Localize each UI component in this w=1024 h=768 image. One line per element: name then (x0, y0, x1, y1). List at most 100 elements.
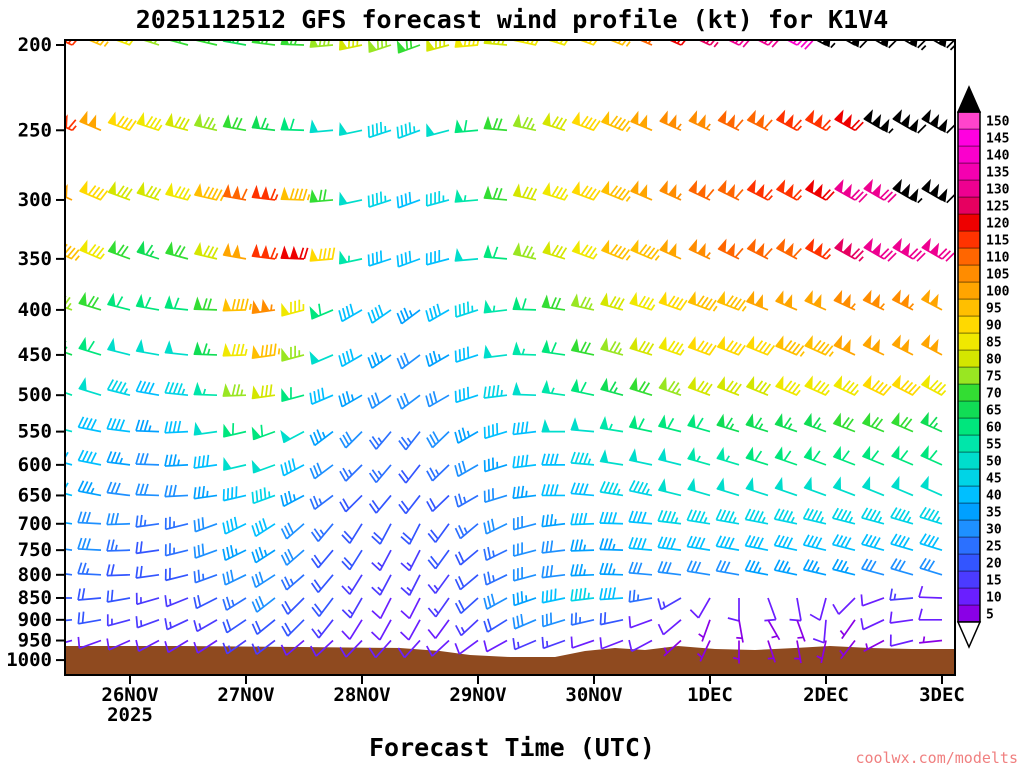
wind-barb (875, 41, 897, 49)
barb-full (516, 422, 520, 435)
barb-full (516, 486, 520, 498)
wind-barb (251, 41, 276, 46)
wind-barb (66, 183, 73, 201)
wind-barb (716, 477, 740, 497)
wind-barb (657, 414, 682, 433)
barb-full (894, 534, 902, 546)
wind-barb (541, 379, 566, 397)
y-tick-label: 1000 (6, 649, 52, 671)
barb-full (946, 41, 954, 49)
colorbar-band (957, 570, 981, 589)
barb-pennant (921, 237, 931, 252)
wind-barb (165, 182, 192, 201)
barb-pennant (512, 113, 522, 128)
barb-full (454, 465, 459, 477)
wind-barb (716, 376, 742, 396)
wind-barb (78, 291, 102, 311)
barb-full (287, 460, 293, 472)
barb-pennant (454, 41, 464, 48)
barb-full (206, 454, 210, 467)
barb-full (114, 418, 121, 431)
wind-barb (483, 299, 508, 314)
barb-full (520, 455, 525, 467)
barb-full (313, 390, 317, 403)
barb-full (657, 623, 665, 635)
barb-full (584, 245, 593, 257)
barb-pennant (832, 412, 842, 427)
barb-full (231, 41, 235, 44)
plot-frame (64, 39, 956, 676)
barb-pennant (804, 238, 815, 253)
barb-full (850, 119, 861, 129)
barb-pennant (842, 242, 852, 257)
barb-full (545, 590, 549, 602)
barb-full (231, 117, 239, 129)
barb-pennant (716, 413, 725, 428)
wind-barb (541, 339, 566, 356)
x-tick-label: 30NOV (565, 684, 622, 706)
barb-full (628, 639, 633, 652)
barb-pennant (812, 294, 822, 309)
barb-pennant (231, 185, 241, 200)
barb-half (816, 655, 823, 660)
wind-barb (367, 304, 392, 324)
barb-full (427, 583, 437, 594)
barb-full (427, 559, 437, 570)
barb-full (139, 541, 143, 553)
barb-pennant (929, 183, 940, 198)
barb-full (632, 480, 640, 492)
barb-full (173, 297, 180, 309)
barb-full (258, 571, 264, 583)
barb-half (645, 488, 650, 495)
wind-barb (860, 618, 885, 631)
barb-full (512, 422, 516, 435)
wind-barb (106, 614, 131, 627)
barb-full (889, 611, 893, 624)
barb-full (825, 191, 835, 201)
barb-full (786, 511, 794, 523)
barb-full (143, 453, 149, 465)
barb-full (135, 452, 141, 465)
wind-barb (512, 421, 537, 436)
wind-barb (454, 493, 479, 508)
wind-barb (251, 115, 276, 132)
barb-pennant (804, 290, 813, 305)
barb-full (811, 561, 819, 572)
barb-full (898, 509, 906, 521)
barb-full (120, 245, 129, 257)
barb-pennant (920, 475, 929, 490)
barb-full (753, 510, 760, 522)
barb-full (487, 385, 491, 398)
barb-full (254, 573, 261, 586)
barb-pennant (803, 412, 812, 428)
wind-barb (716, 290, 747, 312)
wind-barb (862, 289, 885, 311)
colorbar-band (957, 162, 981, 181)
barb-full (727, 617, 740, 622)
barb-full (758, 341, 768, 352)
barb-full (235, 298, 241, 311)
wind-barb (804, 179, 835, 201)
barb-pennant (79, 239, 88, 254)
barb-full (400, 125, 404, 137)
barb-pennant (900, 113, 911, 129)
wind-barb (66, 392, 73, 396)
barb-half (839, 630, 845, 636)
wind-barb (66, 522, 73, 525)
barb-half (844, 566, 849, 573)
barb-full (193, 619, 198, 632)
barb-full (298, 188, 304, 201)
wind-barb (689, 597, 711, 619)
barb-full (203, 186, 210, 198)
barb-full (642, 382, 651, 393)
barb-full (854, 121, 864, 132)
barb-full (603, 538, 609, 550)
wind-barb (309, 189, 334, 203)
wind-barb (66, 295, 73, 311)
barb-half (795, 389, 801, 396)
barb-full (222, 621, 228, 633)
barb-full (621, 41, 627, 46)
y-tick-label: 600 (18, 454, 52, 476)
barb-pennant (920, 411, 929, 427)
wind-barb (195, 41, 218, 46)
